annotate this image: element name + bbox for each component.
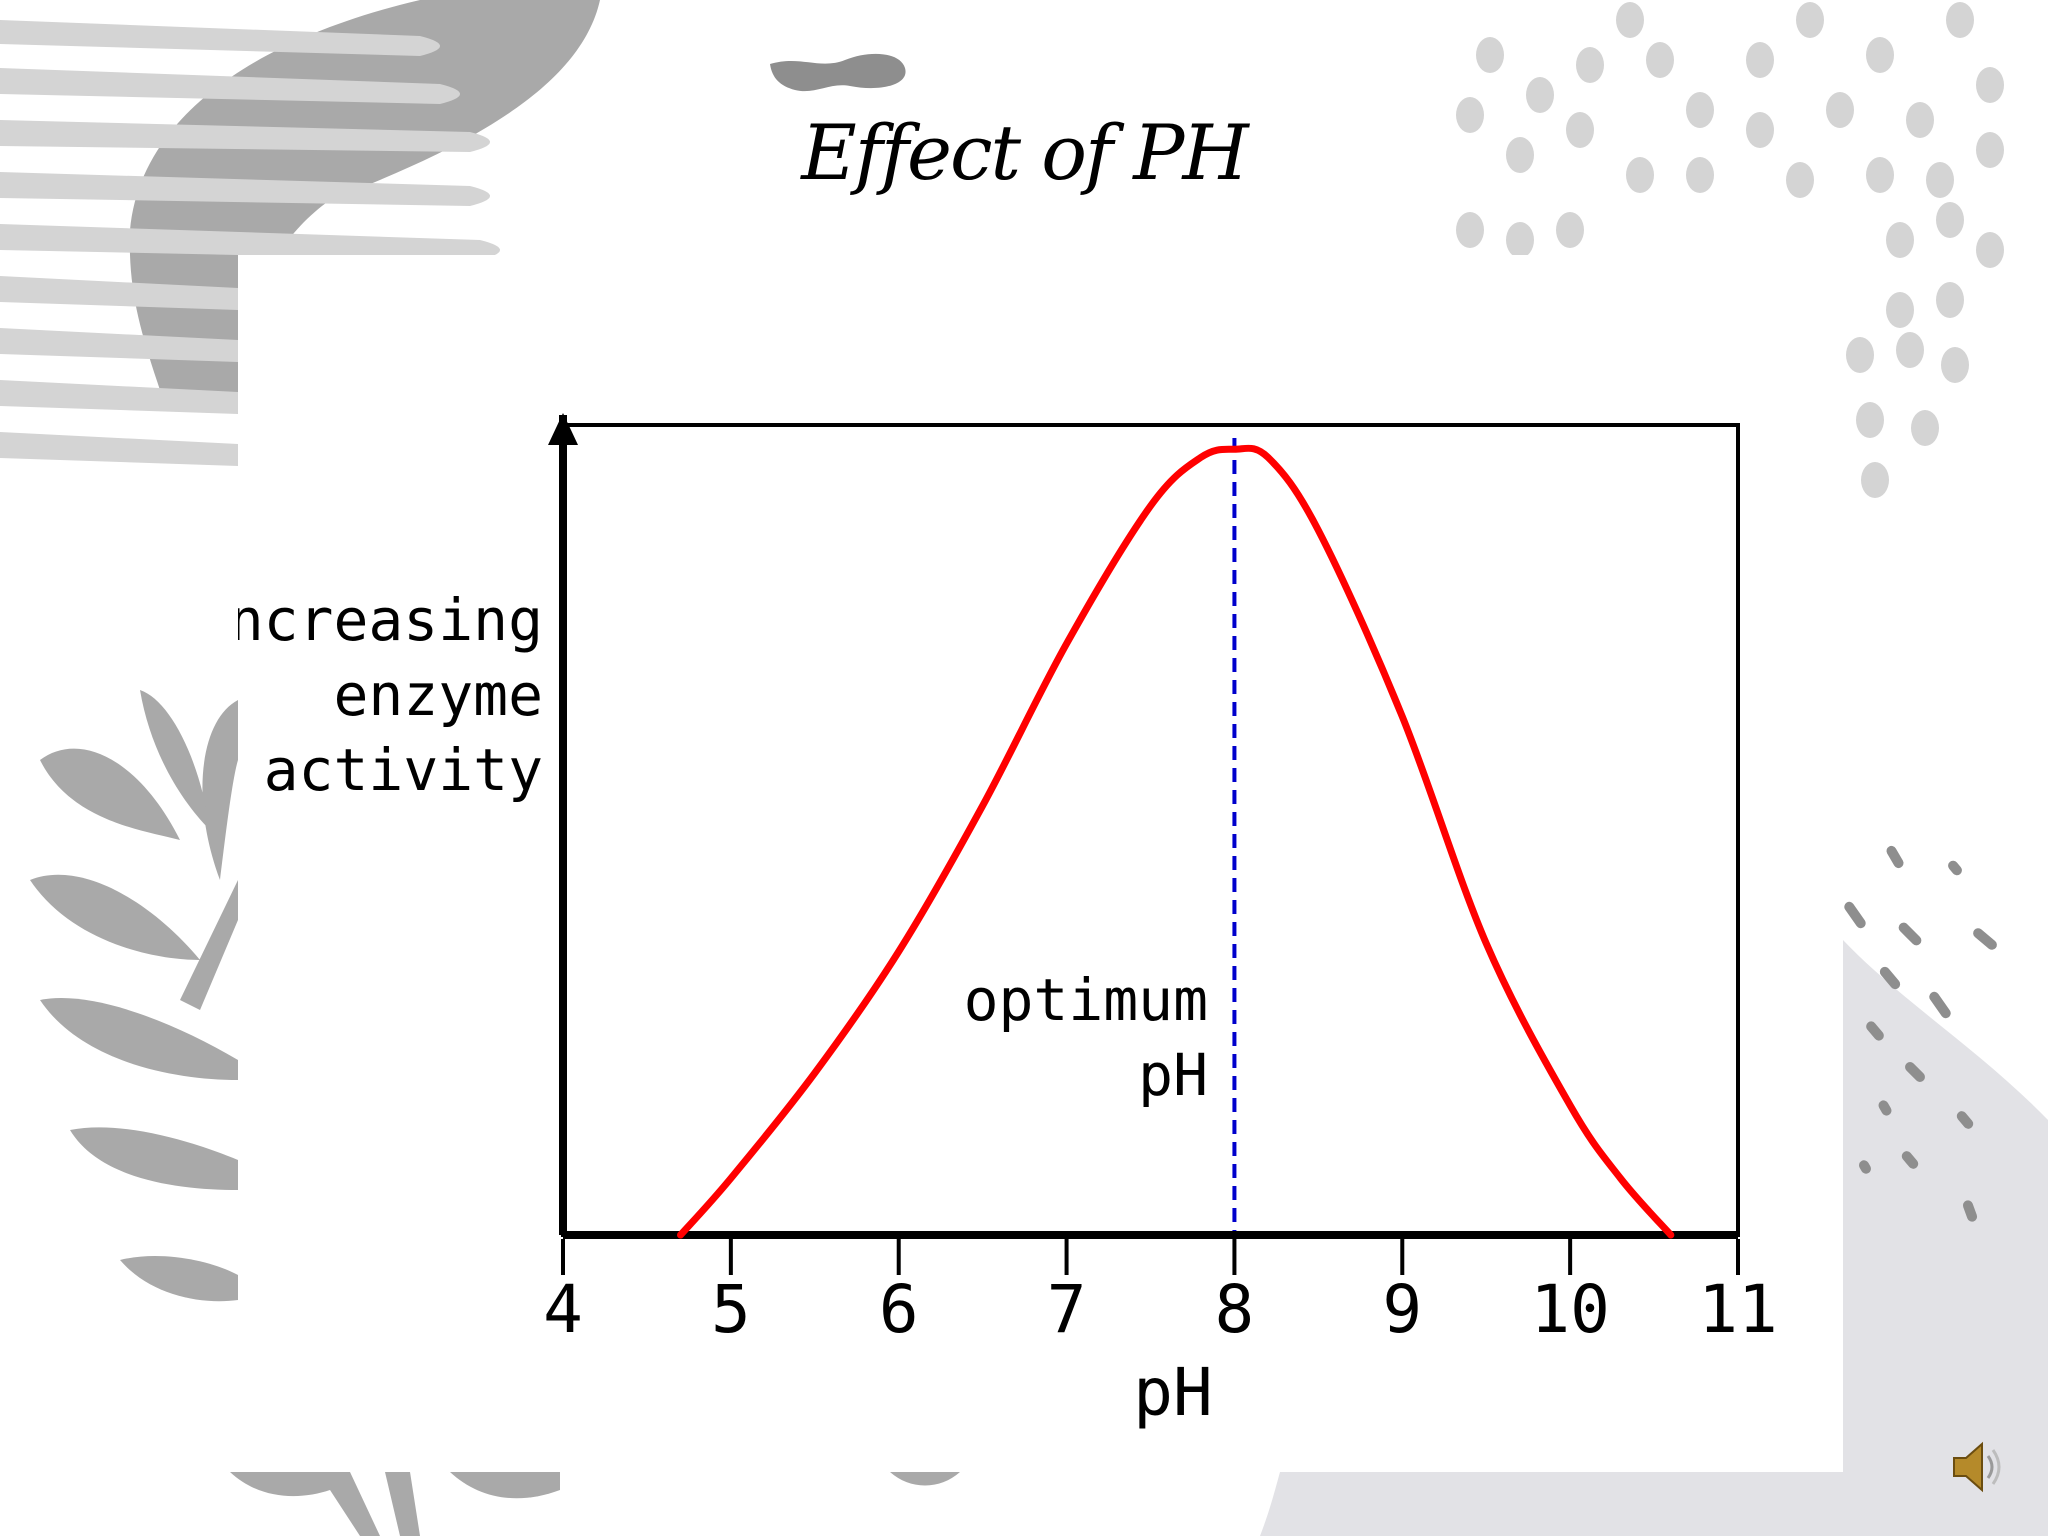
activity-curve [677, 444, 1675, 1239]
x-tick-label-8: 8 [1215, 1271, 1255, 1348]
x-tick-label-7: 7 [1047, 1271, 1087, 1348]
plot-frame [561, 423, 1740, 1237]
y-axis-label-line-1: increasing [238, 586, 543, 654]
y-axis-label-line-3: activity [264, 736, 543, 804]
x-tick-label-9: 9 [1382, 1271, 1422, 1348]
slide-title: Effect of PH [801, 108, 1248, 197]
x-tick-label-5: 5 [711, 1271, 751, 1348]
x-tick-label-6: 6 [879, 1271, 919, 1348]
pale-shape-bottom-right [1260, 940, 2048, 1536]
y-axis-arrow-icon [548, 413, 578, 445]
x-axis-label: pH [1133, 1354, 1212, 1431]
chart-panel: 4 5 6 7 8 9 10 11 increasing enzyme activity op… [238, 255, 1843, 1472]
swoosh-shape [770, 53, 906, 92]
y-axis-label-line-2: enzyme [333, 661, 543, 729]
speaker-icon[interactable] [1948, 1432, 2008, 1502]
x-tick-label-4: 4 [543, 1271, 583, 1348]
dots-top-right [1456, 2, 2004, 498]
enzyme-activity-chart: 4 5 6 7 8 9 10 11 increasing enzyme activity op… [238, 413, 1778, 1431]
x-tick-label-11: 11 [1698, 1271, 1777, 1348]
stripes-top-left [0, 20, 500, 466]
x-tick-label-10: 10 [1530, 1271, 1609, 1348]
leaf-branch-bottom-left [30, 690, 960, 1536]
dashes-bottom-right [1844, 845, 1997, 1222]
optimum-label-line-1: optimum [964, 966, 1208, 1034]
optimum-label-line-2: pH [1138, 1041, 1208, 1109]
